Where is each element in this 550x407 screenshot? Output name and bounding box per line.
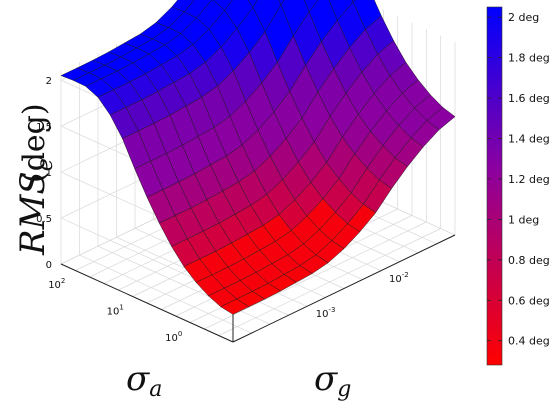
z-tick-label: 0	[46, 260, 52, 271]
x-axis-title: σg	[314, 359, 351, 402]
y-axis-line	[60, 263, 234, 343]
colorbar-tick-label: 0.8 deg	[508, 254, 550, 267]
z-tick-label: 0.5	[36, 214, 52, 225]
surface-patch	[278, 0, 285, 6]
z-tick-label: 1.5	[36, 122, 52, 133]
colorbar-tick-label: 1.2 deg	[508, 173, 550, 186]
axis-ticks: 0 0.5 1 1.5 2 100 101 102 10-3 10-2	[36, 76, 409, 344]
colorbar-tick-label: 0.6 deg	[508, 294, 550, 307]
x-axis-line	[232, 234, 456, 343]
surface-mesh	[60, 0, 456, 315]
sigma-a-tick-label: 102	[48, 277, 65, 291]
colorbar-gradient	[486, 6, 503, 366]
z-tick-label: 1	[46, 168, 52, 179]
surface-patch	[220, 298, 250, 315]
colorbar-tick-label: 2 deg	[508, 11, 539, 24]
z-axis-unit: (deg)	[17, 103, 52, 183]
colorbar-tick-label: 1 deg	[508, 213, 539, 226]
sigma-a-tick-label: 101	[107, 303, 124, 317]
colorbar-ticks: 0.4 deg 0.6 deg 0.8 deg 1 deg 1.2 deg 1.4 deg…	[487, 11, 550, 348]
colorbar: 0.4 deg 0.6 deg 0.8 deg 1 deg 1.2 deg 1.4 deg…	[486, 6, 550, 366]
sigma-g-tick-label: 10-3	[316, 306, 336, 320]
z-tick-label: 2	[46, 76, 52, 87]
colorbar-tick-label: 0.4 deg	[508, 335, 550, 348]
colorbar-tick-label: 1.8 deg	[508, 52, 550, 65]
sigma-g-tick-label: 10-2	[389, 271, 409, 285]
floor-gridline	[218, 228, 441, 336]
sigma-a-tick-label: 100	[165, 330, 182, 344]
colorbar-tick-label: 1.6 deg	[508, 92, 550, 105]
colorbar-tick-label: 1.4 deg	[508, 132, 550, 145]
z-axis-title: RMSe	[13, 158, 58, 256]
y-axis-title: σa	[126, 359, 162, 402]
